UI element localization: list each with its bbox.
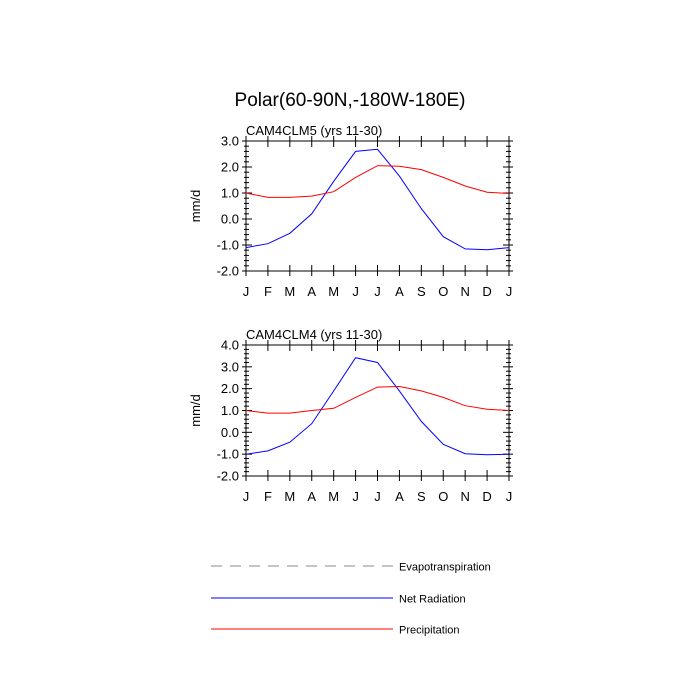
x-tick-label: O xyxy=(438,489,448,504)
x-tick-label: J xyxy=(352,489,359,504)
legend-label-1: Net Radiation xyxy=(399,594,466,606)
figure-title: Polar(60-90N,-180W-180E) xyxy=(235,90,466,111)
x-tick-label: N xyxy=(460,489,469,504)
panel-title: CAM4CLM5 (yrs 11-30) xyxy=(246,123,382,138)
x-tick-label: J xyxy=(243,489,250,504)
x-tick-label: A xyxy=(307,284,316,299)
x-tick-label: S xyxy=(417,284,426,299)
y-tick-label: -1.0 xyxy=(217,447,239,462)
y-tick-label: 3.0 xyxy=(221,134,239,149)
y-tick-label: -1.0 xyxy=(217,238,239,253)
y-tick-label: 2.0 xyxy=(221,381,239,396)
y-tick-label: 1.0 xyxy=(221,403,239,418)
x-tick-label: D xyxy=(482,284,491,299)
series-line-precipitation xyxy=(245,385,510,414)
x-tick-label: O xyxy=(438,284,448,299)
y-tick-label: -2.0 xyxy=(217,469,239,484)
x-tick-label: D xyxy=(482,489,491,504)
y-tick-label: 4.0 xyxy=(221,338,239,353)
x-tick-label: M xyxy=(284,489,295,504)
plot-frame xyxy=(245,344,510,477)
y-tick-label: 3.0 xyxy=(221,359,239,374)
legend: Evapotranspiration Net Radiation Precipita… xyxy=(211,562,491,637)
x-tick-label: M xyxy=(284,284,295,299)
y-tick-label: 0.0 xyxy=(221,212,239,227)
x-tick-label: M xyxy=(328,489,339,504)
legend-label-2: Precipitation xyxy=(399,625,460,637)
x-tick-label: J xyxy=(374,489,381,504)
x-tick-label: M xyxy=(328,284,339,299)
x-tick-label: J xyxy=(506,284,513,299)
x-tick-label: J xyxy=(243,284,250,299)
y-axis-label: mm/d xyxy=(188,190,203,223)
panel-cam4clm5: CAM4CLM5 (yrs 11-30) mm/d 3.0 2.0 1.0 0.0 -1.0… xyxy=(188,123,513,299)
series-line-precipitation xyxy=(245,165,510,198)
x-tick-label: A xyxy=(395,489,404,504)
y-tick-label: 2.0 xyxy=(221,160,239,175)
x-tick-label: F xyxy=(264,489,272,504)
series-line-net-radiation xyxy=(245,148,510,251)
series-line-net-radiation xyxy=(245,357,510,456)
x-tick-label: J xyxy=(374,284,381,299)
x-tick-label: N xyxy=(460,284,469,299)
y-tick-label: -2.0 xyxy=(217,264,239,279)
legend-label-0: Evapotranspiration xyxy=(399,562,491,574)
x-tick-label: S xyxy=(417,489,426,504)
x-tick-label: J xyxy=(352,284,359,299)
y-axis-label: mm/d xyxy=(188,394,203,427)
x-tick-label: A xyxy=(395,284,404,299)
x-tick-label: F xyxy=(264,284,272,299)
y-tick-label: 1.0 xyxy=(221,186,239,201)
plot-frame xyxy=(245,140,510,272)
panel-cam4clm4: CAM4CLM4 (yrs 11-30) mm/d 4.0 3.0 2.0 1.0 0.0 -… xyxy=(188,327,513,504)
panel-title: CAM4CLM4 (yrs 11-30) xyxy=(246,327,382,342)
x-tick-label: A xyxy=(307,489,316,504)
y-tick-label: 0.0 xyxy=(221,425,239,440)
x-tick-label: J xyxy=(506,489,513,504)
